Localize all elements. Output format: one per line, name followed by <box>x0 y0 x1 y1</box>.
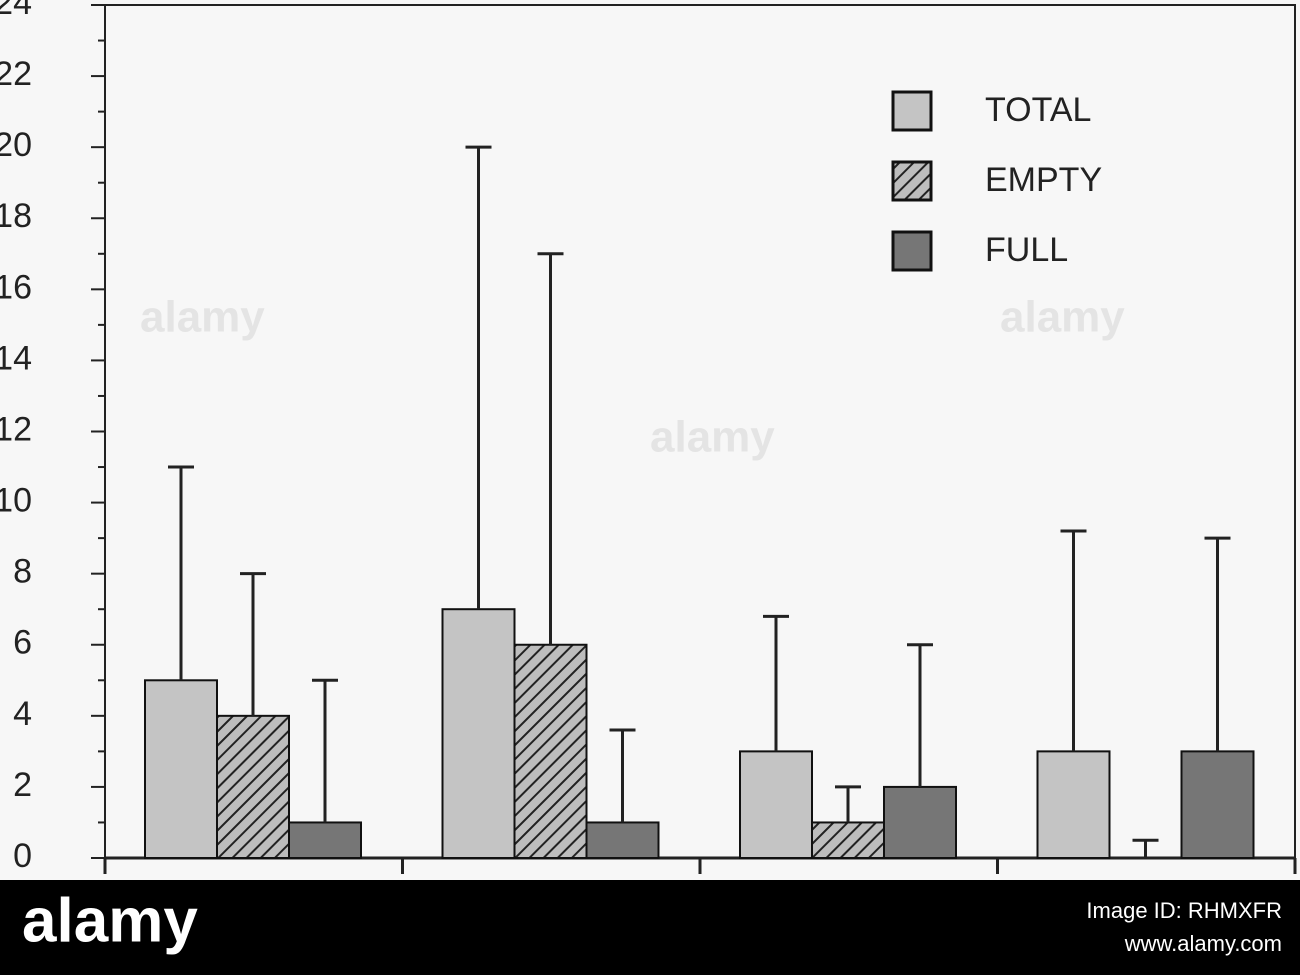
bar <box>739 750 813 859</box>
footer-logo: alamy <box>22 886 198 955</box>
error-bar <box>312 678 338 823</box>
error-bar <box>537 252 564 645</box>
legend-label: TOTAL <box>985 91 1091 129</box>
y-tick-label: 10 <box>0 482 32 520</box>
error-bar <box>465 145 492 610</box>
error-bar <box>609 728 636 823</box>
error-bar <box>1204 536 1231 752</box>
footer-band <box>0 880 1300 975</box>
y-tick-label: 14 <box>0 339 32 377</box>
y-tick-label: 8 <box>13 553 32 591</box>
bar <box>585 821 660 859</box>
bar <box>1180 750 1255 859</box>
footer-url: www.alamy.com <box>1124 931 1282 956</box>
bar <box>216 714 290 859</box>
watermark: alamy <box>1000 293 1125 342</box>
y-tick-label: 20 <box>0 126 32 164</box>
y-tick-label: 0 <box>13 837 32 875</box>
error-bar <box>1060 529 1087 752</box>
y-tick-label: 2 <box>13 766 32 804</box>
error-bar <box>240 572 266 716</box>
bar <box>1036 750 1111 859</box>
y-tick-label: 12 <box>0 410 32 448</box>
legend-swatch <box>891 160 933 202</box>
watermark: alamy <box>650 413 775 462</box>
y-tick-label: 22 <box>0 55 32 93</box>
watermark: alamy <box>140 293 265 342</box>
error-bar <box>835 785 861 823</box>
error-bar <box>1132 838 1159 858</box>
image-id: Image ID: RHMXFR <box>1086 898 1282 923</box>
bar <box>883 785 957 860</box>
bar <box>288 821 362 859</box>
bar <box>811 821 885 859</box>
y-tick-label: 18 <box>0 197 32 235</box>
bar <box>513 643 588 859</box>
legend-label: FULL <box>985 231 1068 269</box>
y-tick-label: 4 <box>13 695 32 733</box>
bar <box>441 608 516 859</box>
bar <box>144 679 218 860</box>
y-tick-label: 16 <box>0 268 32 306</box>
legend-swatch <box>891 90 933 132</box>
error-bar <box>907 643 933 787</box>
error-bar <box>763 614 789 752</box>
error-bar <box>168 465 194 681</box>
legend-label: EMPTY <box>985 161 1102 199</box>
legend-swatch <box>891 230 933 272</box>
y-tick-label: 24 <box>0 0 32 22</box>
y-tick-label: 6 <box>13 624 32 662</box>
